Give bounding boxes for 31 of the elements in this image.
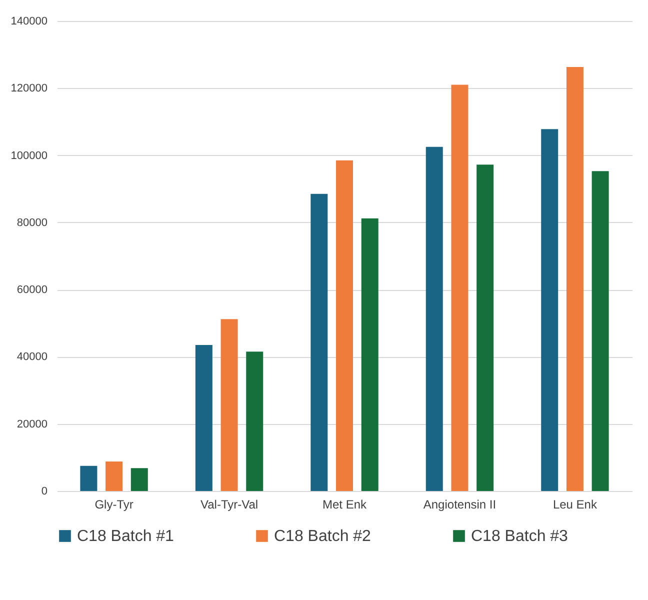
y-tick-label: 140000: [10, 16, 48, 28]
y-tick-label: 120000: [10, 82, 48, 95]
bar: [476, 164, 494, 491]
legend-label: C18 Batch #1: [77, 528, 174, 545]
bar: [451, 84, 468, 491]
bar: [220, 319, 238, 491]
x-tick-label: Gly-Tyr: [94, 498, 134, 512]
bar: [426, 146, 443, 491]
y-tick-label: 80000: [16, 216, 48, 229]
bar: [361, 218, 378, 491]
bar: [130, 468, 148, 491]
x-tick-label: Met Enk: [322, 498, 368, 512]
y-tick-label: 60000: [16, 284, 48, 296]
legend-label: C18 Batch #2: [274, 528, 372, 545]
bar: [592, 171, 609, 491]
y-tick-label: 0: [41, 486, 48, 498]
bar: [106, 461, 123, 491]
bar: [541, 129, 558, 491]
y-tick-label: 40000: [16, 351, 48, 364]
legend-label: C18 Batch #3: [471, 528, 568, 545]
bar: [80, 466, 98, 491]
bar: [246, 352, 264, 491]
bar: [336, 160, 353, 491]
x-tick-label: Val-Tyr-Val: [200, 498, 258, 512]
y-tick-label: 100000: [10, 150, 48, 162]
x-tick-label: Leu Enk: [552, 498, 598, 512]
bar: [195, 344, 212, 491]
bar: [310, 194, 328, 491]
y-tick-label: 20000: [16, 418, 48, 430]
bar: [566, 66, 584, 491]
x-tick-label: Angiotensin II: [423, 498, 496, 512]
